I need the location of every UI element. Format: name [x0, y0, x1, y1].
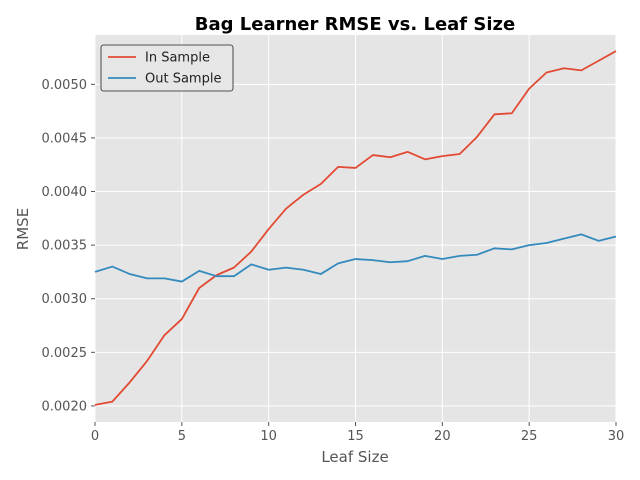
series-line-0	[94, 50, 617, 406]
x-tick-label: 10	[260, 429, 277, 444]
y-tick-label: 0.0050	[42, 78, 88, 93]
legend: In Sample Out Sample	[100, 44, 234, 92]
x-axis-label: Leaf Size	[321, 448, 388, 466]
y-tick-label: 0.0025	[42, 346, 88, 361]
y-tick-label: 0.0030	[42, 292, 88, 307]
series-lines	[94, 50, 617, 406]
legend-label-0: In Sample	[145, 51, 210, 66]
x-tick-label: 5	[178, 429, 186, 444]
y-tick-label: 0.0045	[42, 131, 88, 146]
x-tick-label: 25	[521, 429, 538, 444]
series-line-1	[94, 233, 617, 283]
y-tick-label: 0.0020	[42, 399, 88, 414]
x-tick-label: 0	[91, 429, 99, 444]
x-tick-label: 20	[434, 429, 451, 444]
x-tick-label: 30	[608, 429, 625, 444]
x-tick-label: 15	[347, 429, 364, 444]
chart-title: Bag Learner RMSE vs. Leaf Size	[195, 14, 515, 35]
legend-label-1: Out Sample	[145, 72, 221, 87]
y-axis-label: RMSE	[14, 208, 32, 250]
y-tick-label: 0.0040	[42, 185, 88, 200]
y-axis-ticks: 0.0020 0.0025 0.0030 0.0035 0.0040 0.0045 0.00…	[42, 78, 95, 414]
x-axis-ticks: 0 5 10 15 20 25 30	[91, 422, 624, 444]
y-tick-label: 0.0035	[42, 239, 88, 254]
